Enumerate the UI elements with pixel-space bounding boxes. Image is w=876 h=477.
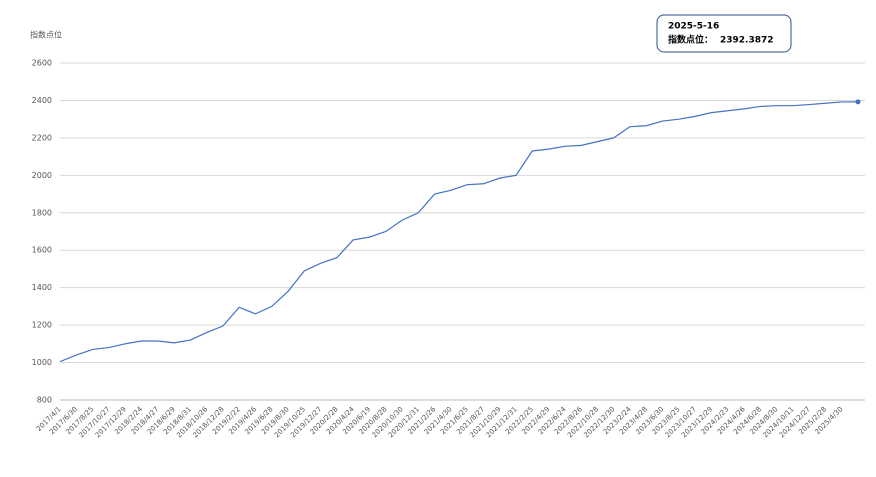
y-tick-label: 1000: [32, 358, 52, 367]
highlight-point: [855, 99, 861, 105]
y-tick-label: 1600: [32, 246, 52, 255]
y-axis-label: 指数点位: [30, 30, 62, 40]
y-tick-label: 2400: [32, 96, 52, 105]
tooltip-box: [656, 14, 792, 53]
tooltip-value: 2392.3872: [720, 36, 774, 46]
y-tick-label: 1800: [32, 208, 52, 217]
y-tick-label: 1200: [32, 321, 52, 330]
y-tick-label: 800: [37, 396, 52, 405]
line: [59, 101, 859, 363]
y-tick-label: 2000: [32, 171, 52, 180]
tooltip-label: 指数点位：: [668, 34, 713, 46]
tooltip-title: 2025-5-16: [668, 22, 719, 32]
y-tick-label: 2600: [32, 59, 52, 68]
y-tick-label: 1400: [32, 283, 52, 292]
y-tick-label: 2200: [32, 133, 52, 142]
